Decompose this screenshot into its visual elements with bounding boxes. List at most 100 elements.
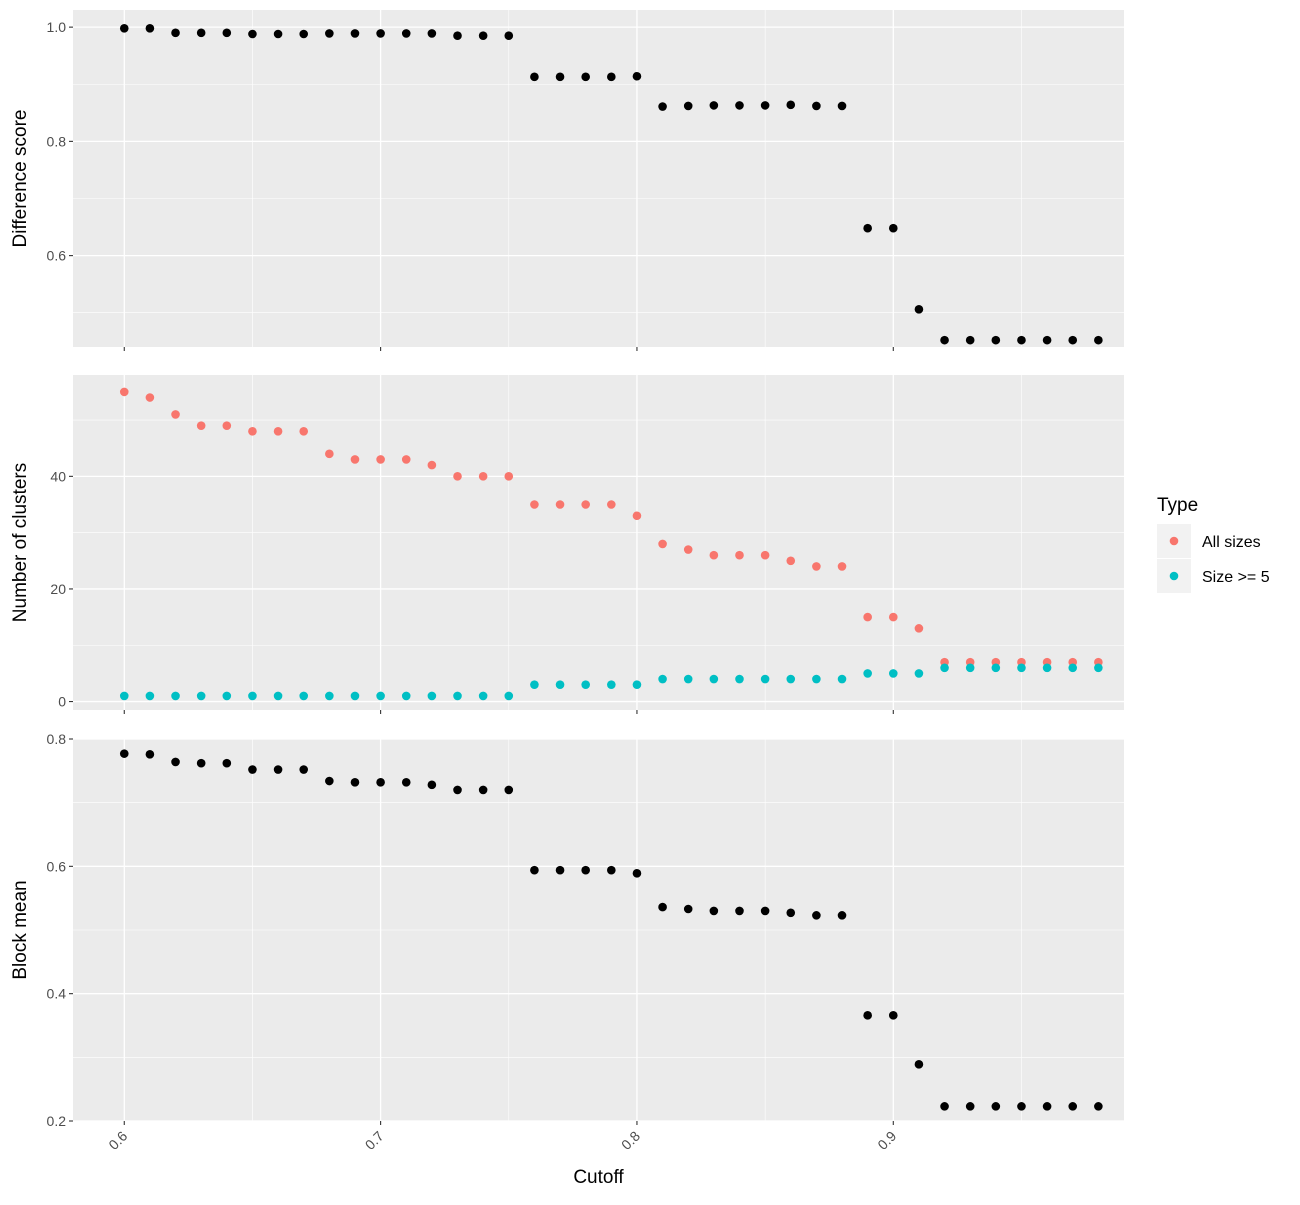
data-point — [171, 410, 180, 419]
data-point — [119, 749, 129, 758]
data-point — [940, 335, 949, 345]
legend: Type All sizes Size >= 5 — [1157, 495, 1270, 593]
data-point — [376, 29, 385, 38]
data-point — [273, 691, 283, 701]
data-point — [888, 669, 898, 678]
data-point — [478, 472, 488, 481]
legend-label: All sizes — [1202, 534, 1261, 551]
data-point — [607, 500, 616, 509]
data-point — [376, 455, 385, 464]
data-point — [401, 455, 411, 464]
data-point — [376, 777, 385, 787]
data-point — [658, 674, 667, 684]
data-point — [786, 556, 796, 566]
data-point — [530, 500, 539, 509]
data-point — [632, 869, 642, 878]
data-point — [350, 455, 360, 464]
data-point — [683, 904, 693, 914]
data-point — [914, 305, 924, 314]
data-point — [453, 31, 462, 41]
data-point — [837, 562, 847, 571]
data-point — [837, 911, 847, 920]
y-tick-label: 0 — [58, 694, 66, 710]
data-point — [607, 865, 616, 875]
data-point — [991, 1102, 1001, 1111]
data-point — [812, 911, 821, 920]
data-point — [632, 680, 642, 689]
data-point — [401, 29, 411, 38]
data-point — [863, 223, 872, 233]
data-point — [196, 758, 206, 768]
data-point — [222, 758, 232, 768]
data-point — [273, 29, 283, 39]
data-point — [658, 539, 667, 549]
data-point — [735, 101, 744, 110]
data-point — [607, 72, 616, 82]
y-tick-label: 0.2 — [47, 1113, 67, 1129]
data-point — [658, 102, 667, 111]
data-point — [863, 612, 872, 622]
data-point — [683, 101, 693, 111]
data-point — [991, 335, 1001, 345]
data-point — [273, 765, 283, 774]
data-point — [1017, 663, 1026, 673]
panel-3: 0.2 0.4 0.6 0.8 Block mean 0.6 0.7 0.8 0.9 Cutoff — [10, 731, 1124, 1188]
data-point — [427, 780, 437, 790]
data-point — [760, 906, 770, 916]
data-point — [786, 674, 796, 684]
data-point — [145, 393, 155, 402]
y-tick-label: 0.6 — [47, 248, 67, 264]
data-point — [453, 691, 462, 701]
data-point — [683, 545, 693, 554]
data-point — [222, 421, 232, 430]
x-tick-label: 0.9 — [874, 1128, 899, 1153]
data-point — [632, 71, 642, 81]
data-point — [1042, 335, 1052, 345]
data-point — [940, 1102, 949, 1111]
data-point — [530, 72, 539, 82]
data-point — [683, 674, 693, 684]
data-point — [812, 562, 821, 571]
data-point — [812, 101, 821, 111]
data-point — [658, 902, 667, 912]
data-point — [325, 29, 334, 38]
data-point — [248, 691, 257, 701]
data-point — [581, 72, 590, 82]
data-point — [709, 906, 719, 916]
data-point — [555, 865, 565, 875]
data-point — [478, 785, 488, 795]
data-point — [453, 785, 462, 795]
data-point — [555, 72, 565, 82]
data-point — [760, 550, 770, 560]
data-point — [376, 691, 385, 701]
data-point — [427, 29, 437, 38]
data-point — [248, 427, 257, 436]
data-point — [299, 427, 309, 436]
data-point — [1068, 335, 1078, 345]
data-point — [812, 674, 821, 684]
data-point — [248, 29, 257, 39]
panel-background — [73, 10, 1124, 347]
data-point — [478, 691, 488, 701]
data-point — [632, 511, 642, 521]
data-point — [222, 28, 232, 38]
data-point — [581, 680, 590, 689]
data-point — [965, 1102, 975, 1111]
data-point — [1017, 335, 1026, 345]
data-point — [504, 472, 514, 481]
data-point — [760, 101, 770, 110]
data-point — [222, 691, 232, 701]
data-point — [325, 776, 334, 786]
x-axis-title: Cutoff — [573, 1167, 624, 1188]
data-point — [555, 500, 565, 509]
data-point — [940, 663, 949, 673]
data-point — [504, 785, 514, 795]
data-point — [299, 691, 309, 701]
data-point — [299, 765, 309, 774]
data-point — [1068, 663, 1078, 673]
data-point — [914, 669, 924, 678]
data-point — [530, 680, 539, 689]
data-point — [196, 421, 206, 430]
data-point — [1094, 663, 1103, 673]
